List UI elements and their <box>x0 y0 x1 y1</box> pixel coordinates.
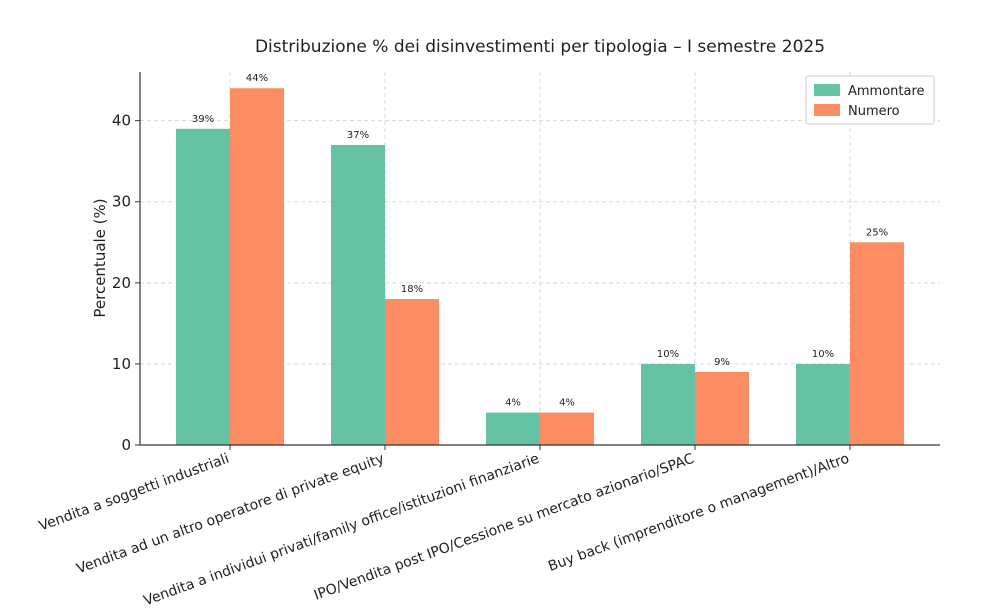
chart-title: Distribuzione % dei disinvestimenti per … <box>255 37 825 57</box>
data-label: 10% <box>657 349 679 360</box>
data-label: 4% <box>559 398 575 409</box>
data-label: 37% <box>347 130 369 141</box>
y-tick-label: 40 <box>112 112 131 130</box>
legend-label-ammontare: Ammontare <box>848 84 925 99</box>
y-axis-label: Percentuale (%) <box>91 198 109 317</box>
data-label: 10% <box>812 349 834 360</box>
legend-label-numero: Numero <box>848 104 900 119</box>
bar-numero-3 <box>695 372 749 445</box>
bar-numero-4 <box>850 242 904 445</box>
bar-numero-0 <box>230 88 284 445</box>
y-ticks: 0 10 20 30 40 <box>112 112 140 454</box>
data-label: 39% <box>192 114 214 125</box>
data-label: 44% <box>246 73 268 84</box>
legend-swatch-numero <box>814 104 840 116</box>
x-tick-label: Vendita ad un altro operatore di private… <box>75 451 387 578</box>
bar-ammontare-1 <box>331 144 385 445</box>
bar-ammontare-3 <box>641 363 695 445</box>
x-tick-label: Buy back (imprenditore o management)/Alt… <box>546 451 851 575</box>
y-tick-label: 30 <box>112 193 131 211</box>
y-tick-label: 10 <box>112 355 131 373</box>
bar-ammontare-2 <box>486 412 540 445</box>
bars <box>176 88 904 445</box>
bar-numero-2 <box>540 412 594 445</box>
y-tick-label: 0 <box>121 436 131 454</box>
data-label: 9% <box>714 357 730 368</box>
data-label: 4% <box>505 398 521 409</box>
bar-ammontare-0 <box>176 128 230 445</box>
y-tick-label: 20 <box>112 274 131 292</box>
bar-ammontare-4 <box>796 363 850 445</box>
legend: Ammontare Numero <box>805 75 935 125</box>
legend-swatch-ammontare <box>814 84 840 96</box>
data-label: 25% <box>866 227 888 238</box>
bar-numero-1 <box>385 299 439 445</box>
data-label: 18% <box>401 284 423 295</box>
data-labels: 39% 37% 4% 10% 10% 44% 18% 4% 9% 25% <box>192 73 888 408</box>
